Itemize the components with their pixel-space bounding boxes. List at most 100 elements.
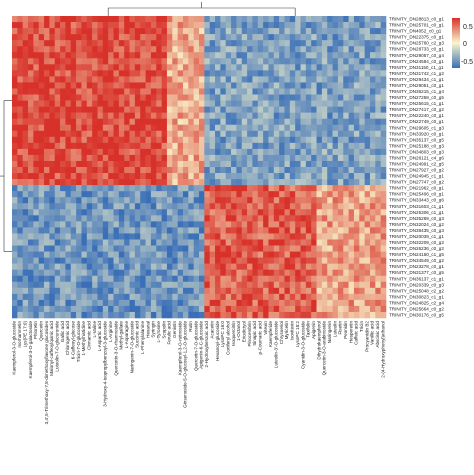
heatmap-cell: [257, 88, 264, 95]
heatmap-cell: [273, 287, 280, 295]
heatmap-cell: [364, 22, 371, 29]
heatmap-cell: [49, 106, 56, 113]
heatmap-cell: [311, 148, 317, 156]
heatmap-cell: [182, 173, 189, 180]
heatmap-cell: [375, 179, 381, 186]
heatmap-cell: [289, 106, 296, 113]
heatmap-cell: [177, 299, 184, 307]
heatmap-cell: [28, 269, 34, 277]
heatmap-cell: [129, 118, 136, 126]
heatmap-cell: [273, 46, 280, 53]
heatmap-cell: [343, 52, 349, 59]
heatmap-cell: [172, 94, 178, 101]
heatmap-cell: [44, 209, 50, 216]
heatmap-cell: [108, 233, 114, 240]
heatmap-cell: [327, 130, 333, 138]
heatmap-cell: [215, 173, 221, 180]
heatmap-cell: [279, 160, 285, 168]
heatmap-cell: [273, 185, 280, 192]
heatmap-cell: [204, 227, 210, 234]
heatmap-cell: [92, 22, 98, 29]
heatmap-cell: [22, 112, 29, 119]
heatmap-cell: [22, 179, 29, 186]
heatmap-cell: [81, 293, 88, 301]
heatmap-cell: [12, 179, 18, 186]
heatmap-cell: [327, 185, 333, 192]
heatmap-cell: [193, 215, 200, 222]
heatmap-cell: [156, 173, 162, 180]
heatmap-cell: [49, 94, 56, 101]
heatmap-cell: [33, 142, 40, 150]
heatmap-cell: [86, 275, 93, 283]
heatmap-cell: [166, 148, 173, 156]
heatmap-cell: [54, 299, 61, 307]
heatmap-cell: [300, 245, 307, 252]
heatmap-cell: [343, 281, 349, 289]
heatmap-cell: [108, 257, 114, 264]
heatmap-cell: [60, 76, 66, 83]
heatmap-cell: [289, 34, 296, 41]
heatmap-cell: [300, 263, 307, 270]
heatmap-cell: [86, 112, 93, 119]
heatmap-cell: [220, 233, 227, 240]
heatmap-cell: [81, 112, 88, 119]
heatmap-cell: [300, 281, 307, 289]
heatmap-cell: [369, 251, 376, 258]
heatmap-cell: [380, 130, 387, 138]
heatmap-cell: [49, 173, 56, 180]
heatmap-cell: [247, 82, 253, 89]
heatmap-cell: [177, 305, 184, 313]
heatmap-cell: [140, 191, 146, 198]
heatmap-cell: [359, 118, 365, 126]
row-label: TRINITY_DN36215_c1_g4: [389, 89, 444, 94]
heatmap-cell: [182, 112, 189, 119]
heatmap-cell: [337, 94, 344, 101]
heatmap-cell: [44, 88, 50, 95]
heatmap-cell: [113, 118, 120, 126]
heatmap-cell: [252, 34, 259, 41]
heatmap-cell: [49, 167, 56, 174]
heatmap-cell: [247, 148, 253, 156]
heatmap-cell: [204, 299, 210, 307]
heatmap-cell: [311, 160, 317, 168]
heatmap-cell: [166, 142, 173, 150]
heatmap-cell: [156, 287, 162, 295]
heatmap-cell: [102, 70, 109, 77]
heatmap-cell: [300, 76, 307, 83]
heatmap-cell: [327, 106, 333, 113]
heatmap-cell: [316, 275, 323, 283]
heatmap-cell: [81, 64, 88, 71]
heatmap-cell: [161, 227, 168, 234]
heatmap-cell: [220, 197, 227, 204]
column-label: Coniferyl alcohol: [225, 321, 230, 355]
heatmap-cell: [295, 269, 301, 277]
heatmap-cell: [337, 245, 344, 252]
heatmap-cell: [369, 142, 376, 150]
heatmap-cell: [380, 275, 387, 283]
heatmap-cell: [231, 148, 237, 156]
heatmap-cell: [252, 52, 259, 59]
heatmap-cell: [268, 203, 275, 210]
heatmap-cell: [295, 94, 301, 101]
heatmap-cell: [225, 185, 232, 192]
heatmap-cell: [177, 173, 184, 180]
heatmap-cell: [38, 46, 45, 53]
heatmap-cell: [76, 239, 82, 246]
heatmap-cell: [321, 251, 328, 258]
heatmap-cell: [332, 16, 339, 23]
heatmap-cell: [359, 269, 365, 277]
heatmap-cell: [231, 221, 237, 228]
heatmap-cell: [252, 40, 259, 47]
heatmap-cell: [311, 227, 317, 234]
heatmap-cell: [337, 124, 344, 132]
heatmap-cell: [215, 118, 221, 126]
heatmap-cell: [220, 52, 227, 59]
heatmap-cell: [263, 124, 269, 132]
heatmap-cell: [65, 136, 72, 144]
heatmap-cell: [225, 28, 232, 35]
heatmap-cell: [209, 100, 216, 107]
heatmap-cell: [199, 34, 205, 41]
heatmap-cell: [177, 154, 184, 162]
heatmap-cell: [145, 269, 152, 277]
heatmap-cell: [231, 209, 237, 216]
